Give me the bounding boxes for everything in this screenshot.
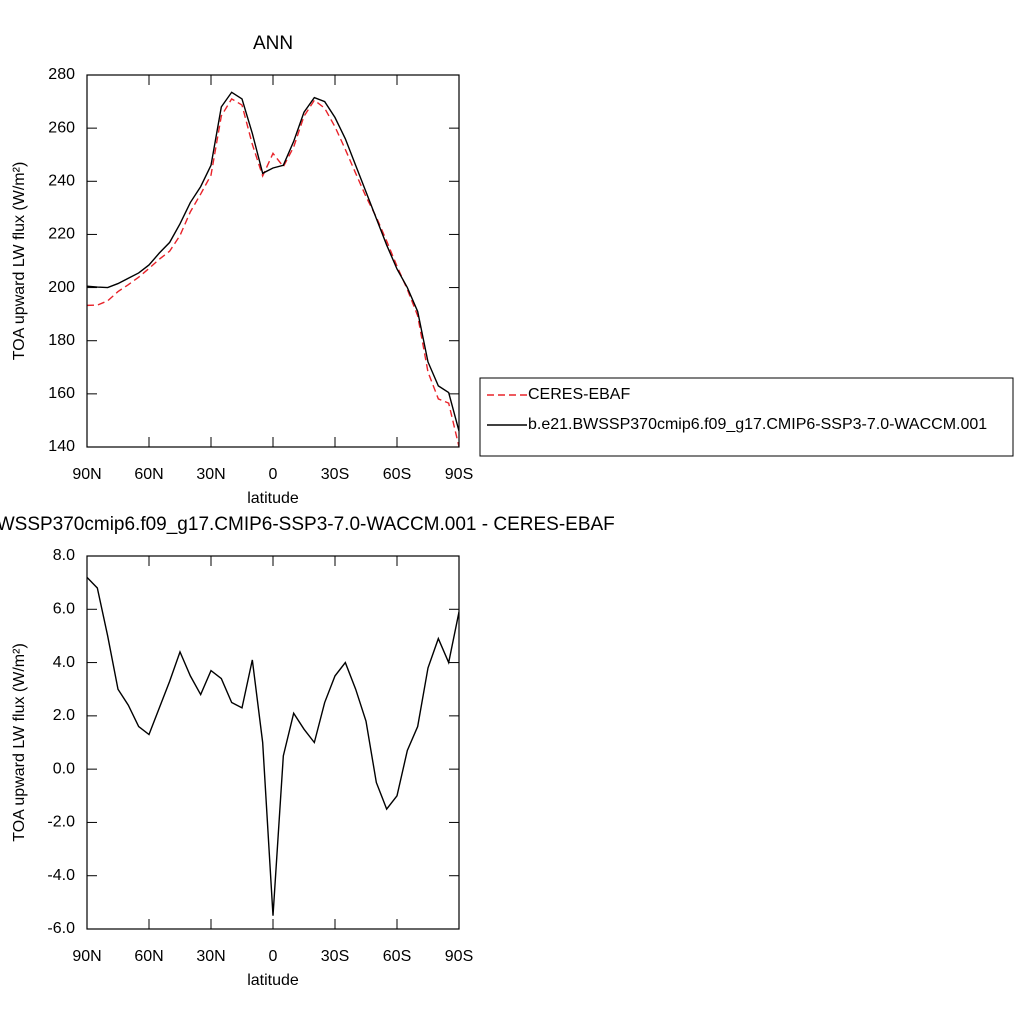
chart-title: b.e21.BWSSP370cmip6.f09_g17.CMIP6-SSP3-7… [0, 514, 615, 535]
y-tick-label: 6.0 [53, 601, 75, 618]
x-tick-label: 30N [196, 948, 225, 965]
x-tick-label: 0 [269, 466, 278, 483]
data-line [87, 91, 459, 432]
x-tick-label: 60N [134, 466, 163, 483]
y-tick-label: -6.0 [47, 920, 75, 937]
data-line [87, 97, 459, 447]
x-tick-label: 30S [321, 466, 349, 483]
y-tick-label: 4.0 [53, 654, 75, 671]
y-tick-label: 0.0 [53, 760, 75, 777]
y-tick-label: -2.0 [47, 814, 75, 831]
legend-label: CERES-EBAF [528, 386, 630, 403]
x-tick-label: 90S [445, 466, 473, 483]
x-tick-label: 30S [321, 948, 349, 965]
x-tick-label: 0 [269, 948, 278, 965]
x-tick-label: 90N [72, 466, 101, 483]
x-tick-label: 60S [383, 466, 411, 483]
legend-box [479, 377, 1014, 457]
y-tick-label: 140 [48, 438, 75, 455]
y-tick-label: 8.0 [53, 547, 75, 564]
chart-title: ANN [253, 33, 293, 54]
y-tick-label: 2.0 [53, 707, 75, 724]
y-tick-label: 260 [48, 119, 75, 136]
x-tick-label: 90S [445, 948, 473, 965]
data-line [87, 576, 459, 916]
x-axis-label: latitude [247, 490, 299, 507]
y-axis-label: TOA upward LW flux (W/m²) [11, 643, 28, 842]
y-tick-label: 280 [48, 66, 75, 83]
legend-label: b.e21.BWSSP370cmip6.f09_g17.CMIP6-SSP3-7… [528, 416, 987, 433]
y-tick-label: 200 [48, 279, 75, 296]
y-tick-label: 240 [48, 173, 75, 190]
x-tick-label: 90N [72, 948, 101, 965]
y-tick-label: 160 [48, 385, 75, 402]
y-tick-label: 220 [48, 226, 75, 243]
y-tick-label: 180 [48, 332, 75, 349]
plot-frame [86, 555, 460, 930]
plot-frame [86, 74, 460, 448]
y-axis-label: TOA upward LW flux (W/m²) [11, 162, 28, 361]
x-tick-label: 30N [196, 466, 225, 483]
x-tick-label: 60N [134, 948, 163, 965]
x-axis-label: latitude [247, 972, 299, 989]
y-tick-label: -4.0 [47, 867, 75, 884]
x-tick-label: 60S [383, 948, 411, 965]
